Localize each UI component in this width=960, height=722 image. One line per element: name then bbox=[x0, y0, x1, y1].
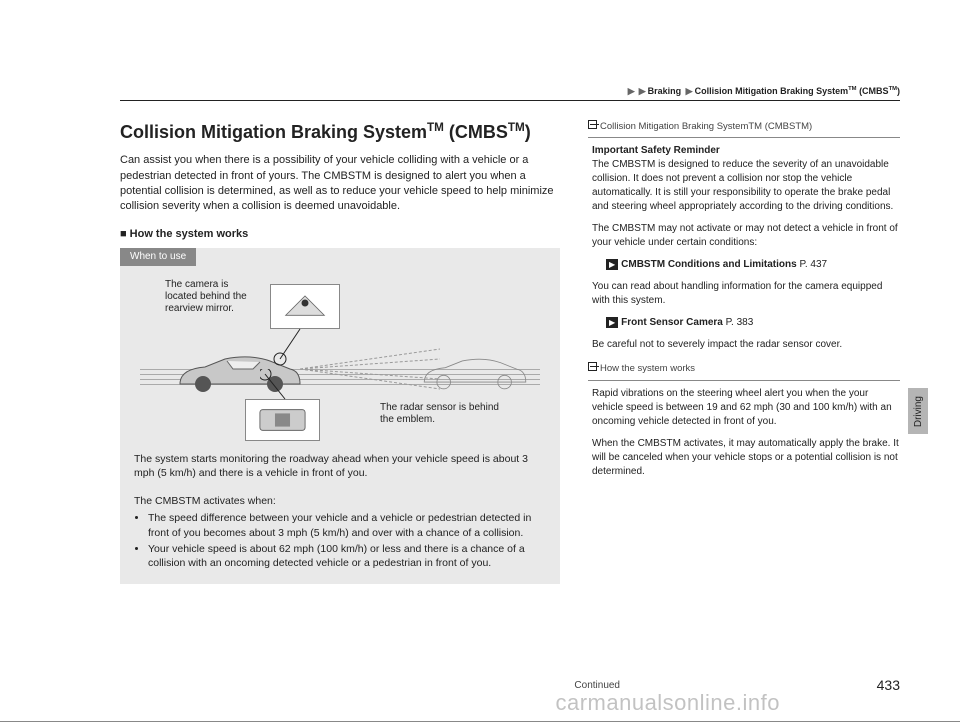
sidebar-p2: The CMBSTM may not activate or may not d… bbox=[592, 222, 900, 250]
when-to-use-tab: When to use bbox=[120, 248, 196, 266]
intro-paragraph: Can assist you when there is a possibili… bbox=[120, 153, 560, 215]
diagram-illustration: The camera is located behind the rearvie… bbox=[130, 274, 550, 444]
ref-front-sensor: Front Sensor Camera bbox=[621, 317, 723, 328]
sidebar-marker-icon bbox=[588, 362, 597, 371]
title-part-b: (CMBS bbox=[444, 122, 508, 142]
tm-mark: TM bbox=[508, 121, 525, 134]
breadcrumb-arrow: ▶ bbox=[686, 86, 693, 96]
ref-arrow-icon: ▶ bbox=[606, 259, 618, 270]
ref-front-sensor-page: P. 383 bbox=[726, 317, 754, 328]
sidebar-marker-icon bbox=[588, 120, 597, 129]
tm-mark: TM bbox=[889, 86, 897, 92]
important-safety-head: Important Safety Reminder bbox=[592, 145, 720, 156]
subhead-text: How the system works bbox=[130, 228, 249, 240]
sidebar-p5: Rapid vibrations on the steering wheel a… bbox=[592, 387, 900, 429]
breadcrumb-3a: (CMBS bbox=[859, 86, 889, 96]
sidebar-p6: When the CMBSTM activates, it may automa… bbox=[592, 437, 900, 479]
subheading: ■How the system works bbox=[120, 227, 560, 242]
leader-line bbox=[260, 369, 320, 409]
sidebar-p1: The CMBSTM is designed to reduce the sev… bbox=[592, 159, 893, 212]
breadcrumb-header: ▶▶Braking ▶Collision Mitigation Braking … bbox=[626, 86, 900, 97]
sidebar-head-2: How the system works bbox=[588, 362, 900, 375]
sidebar-head-1: Collision Mitigation Braking SystemTM (C… bbox=[588, 120, 900, 133]
radar-label: The radar sensor is behind the emblem. bbox=[380, 402, 500, 426]
tm-mark: TM bbox=[848, 86, 856, 92]
activation-list: The speed difference between your vehicl… bbox=[134, 511, 546, 570]
sidebar-head-1-text: Collision Mitigation Braking SystemTM (C… bbox=[600, 121, 812, 132]
title-part-a: Collision Mitigation Braking System bbox=[120, 122, 427, 142]
breadcrumb-arrow: ▶ bbox=[628, 86, 635, 96]
breadcrumb-1: Braking bbox=[648, 86, 682, 96]
sidebar-head-2-text: How the system works bbox=[600, 363, 695, 374]
activation-bullet-2: Your vehicle speed is about 62 mph (100 … bbox=[148, 542, 546, 570]
ref-conditions-page: P. 437 bbox=[799, 259, 827, 270]
section-tab-label: Driving bbox=[913, 396, 924, 427]
leader-line bbox=[250, 304, 330, 374]
camera-label: The camera is located behind the rearvie… bbox=[165, 279, 260, 315]
breadcrumb-2: Collision Mitigation Braking System bbox=[695, 86, 849, 96]
breadcrumb-arrow: ▶ bbox=[639, 86, 646, 96]
sidebar-p3: You can read about handling information … bbox=[592, 280, 900, 308]
breadcrumb-3b: ) bbox=[897, 86, 900, 96]
watermark: carmanualsonline.info bbox=[555, 690, 780, 716]
diagram-panel: When to use bbox=[120, 248, 560, 584]
title-part-c: ) bbox=[525, 122, 531, 142]
square-bullet-icon: ■ bbox=[120, 228, 127, 240]
ref-arrow-icon: ▶ bbox=[606, 317, 618, 328]
ref-conditions: CMBSTM Conditions and Limitations bbox=[621, 259, 797, 270]
tm-mark: TM bbox=[427, 121, 444, 134]
page-title: Collision Mitigation Braking SystemTM (C… bbox=[120, 120, 560, 145]
sidebar-p4: Be careful not to severely impact the ra… bbox=[592, 338, 900, 352]
header-rule bbox=[120, 100, 900, 101]
activation-bullet-1: The speed difference between your vehicl… bbox=[148, 511, 546, 539]
activates-lead: The CMBSTM activates when: bbox=[134, 494, 546, 508]
monitoring-text: The system starts monitoring the roadway… bbox=[134, 452, 546, 480]
page-number: 433 bbox=[877, 677, 900, 693]
